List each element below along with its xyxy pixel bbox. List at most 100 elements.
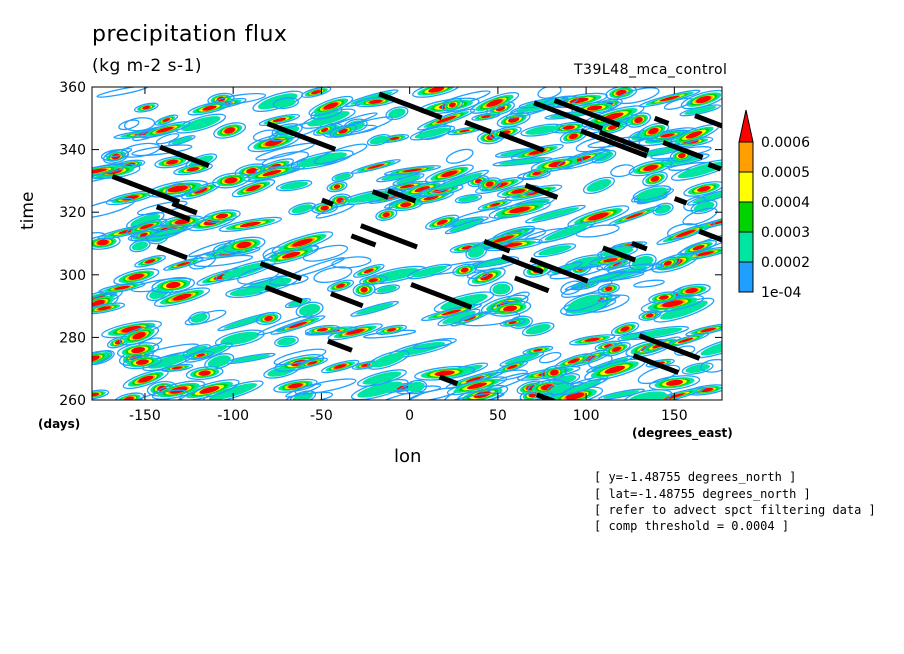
precip-cell [602,342,631,357]
precip-cell [151,277,196,294]
x-tick-label: -150 [129,408,161,424]
composite-track [553,98,621,128]
y-tick-label: 280 [59,330,86,346]
precip-cell [327,323,383,341]
composite-track [501,254,544,275]
precip-cell [161,363,194,373]
precip-cell [96,87,150,98]
note-1: [ y=-1.48755 degrees_north ] [594,470,797,484]
precip-cell [424,164,474,184]
precip-cell [352,282,376,297]
precip-cell [505,291,530,304]
composite-track [378,91,443,121]
colorbar: 1e-04 0.0002 0.0003 0.0004 0.0005 0.0006 [738,109,810,301]
y-tick-label: 360 [59,80,86,96]
precip-cell [188,311,211,325]
precip-cell [470,92,520,114]
composite-track [580,128,648,159]
precip-cell [105,190,156,206]
precip-cell [589,254,632,266]
composite-track [631,240,648,252]
composite-track [438,374,459,387]
precip-cell [326,279,355,292]
precip-cell [366,134,391,147]
colorbar-cell [738,201,754,233]
composite-track [264,284,303,304]
colorbar-cell [738,171,754,203]
precip-cell [272,97,300,110]
precip-cell [642,171,668,187]
precip-cell [313,124,337,136]
precip-cell [123,117,156,132]
precip-cell [304,324,340,335]
precip-cell [563,292,606,312]
precip-cell [296,357,329,369]
x-tick-label: 50 [489,408,507,424]
precip-cell [357,369,407,387]
colorbar-cell [738,231,754,263]
composite-tracks [111,91,722,400]
precip-cell [313,143,368,165]
precip-cell [184,309,227,326]
x-tick-label: 100 [573,408,600,424]
precip-cell [488,200,551,219]
composite-track [156,244,188,261]
precip-cell [350,300,400,317]
precip-cell [473,256,520,272]
precip-cell [354,96,397,108]
precip-cell [477,177,502,191]
precip-cell [212,172,250,189]
x-axis-units: (degrees_east) [632,426,733,440]
precip-cell [126,218,168,235]
precip-cell [100,149,129,162]
precip-cell [446,376,508,396]
precip-cell [610,322,640,337]
precip-cell [353,263,385,278]
precip-cell [302,244,349,262]
composite-track [159,144,210,168]
precip-cell [308,95,354,117]
precip-cell [454,194,483,204]
composite-track [330,291,364,309]
precip-cell [640,294,705,313]
precip-cell [662,332,710,349]
precip-cell [648,291,680,304]
precip-cell [373,284,401,295]
precip-cell [122,354,163,370]
composite-track [524,182,559,200]
precip-cell [92,302,126,315]
precip-cell [270,315,326,335]
precip-cell [179,379,240,400]
precip-cell [385,106,409,121]
precip-cell [637,122,670,140]
precip-cell [628,159,673,177]
precip-cell [538,220,596,244]
composite-track [498,131,545,153]
precip-cell [541,365,568,381]
y-tick-label: 340 [59,143,86,159]
precip-cell [588,353,613,369]
colorbar-label: 0.0003 [761,225,810,241]
precip-cell [203,209,241,223]
precip-cell [626,112,652,128]
composite-track [266,121,337,152]
precip-cell [407,263,452,280]
x-tick-label: 150 [661,408,688,424]
precip-cell [331,172,354,182]
precip-cell [313,266,353,284]
precip-cell [458,310,521,327]
precip-cell [252,90,304,113]
precip-cell [165,182,192,198]
y-ticks: 260 280 300 320 340 360 [59,80,722,409]
precip-cell [677,232,722,256]
precip-cell [413,337,457,350]
precip-cell [584,358,646,381]
precip-cell [437,308,481,327]
precip-cell [496,360,528,374]
precip-cell [409,125,456,141]
precip-cell [252,129,279,142]
precip-cell [567,205,630,228]
precip-cell [533,243,577,258]
precip-cell [524,204,586,224]
x-tick-label: -100 [217,408,249,424]
